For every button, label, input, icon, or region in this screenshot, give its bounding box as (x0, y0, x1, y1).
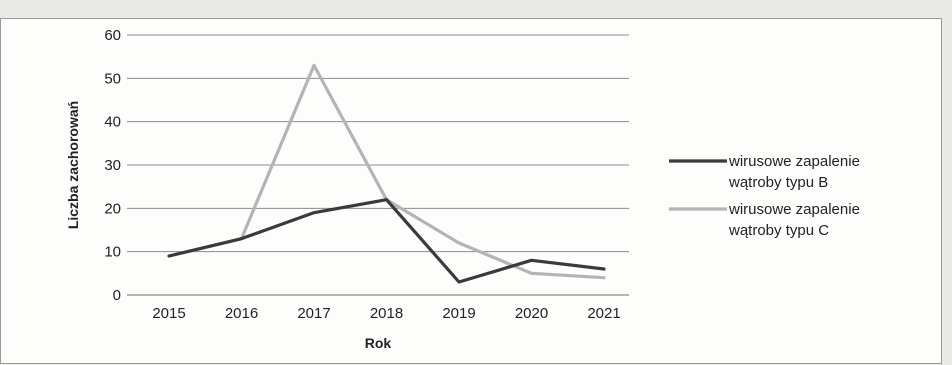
series-lines (167, 63, 606, 284)
x-tick-label: 2016 (225, 305, 258, 322)
x-axis-title: Rok (365, 335, 392, 351)
x-axis-ticks: 2015 2016 2017 2018 2019 2020 2021 (152, 305, 620, 322)
y-tick-label: 10 (104, 244, 121, 261)
series-line (167, 198, 606, 284)
y-tick-label: 20 (104, 200, 121, 217)
x-tick-label: 2019 (442, 305, 475, 322)
y-tick-label: 40 (104, 114, 121, 131)
x-tick-label: 2017 (297, 305, 330, 322)
gridlines (127, 34, 629, 296)
y-tick-label: 30 (104, 157, 121, 174)
x-tick-label: 2018 (370, 305, 403, 322)
y-axis-ticks: 0 10 20 30 40 50 60 (104, 27, 121, 304)
x-tick-label: 2015 (152, 305, 185, 322)
chart-frame: 0 10 20 30 40 50 60 2015 2016 2017 2018 2019 2020 20… (0, 18, 942, 364)
legend-label: wirusowe zapalenie (728, 201, 860, 218)
y-axis-title: Liczba zachorowań (65, 101, 81, 229)
legend-label: wątroby typu C (728, 222, 829, 239)
legend: wirusowe zapalenie wątroby typu B wirusowe… (669, 153, 860, 239)
x-tick-label: 2020 (515, 305, 548, 322)
legend-label: wirusowe zapalenie (728, 153, 860, 170)
series-line (167, 63, 606, 280)
y-tick-label: 0 (113, 287, 121, 304)
y-tick-label: 50 (104, 70, 121, 87)
x-tick-label: 2021 (587, 305, 620, 322)
y-tick-label: 60 (104, 27, 121, 44)
legend-label: wątroby typu B (728, 174, 828, 191)
